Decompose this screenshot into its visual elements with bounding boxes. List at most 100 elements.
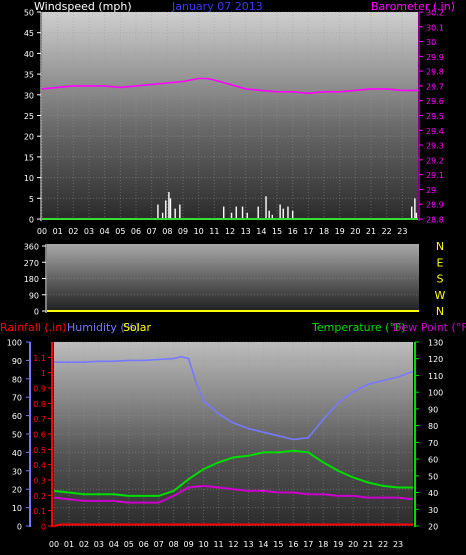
humidity-tick-label: 20 (12, 486, 22, 495)
chart2-tick-label: 0 (34, 308, 39, 317)
temperature-line (53, 449, 413, 497)
dewpoint-line (53, 484, 414, 504)
temperature-tick-label: 50 (428, 472, 438, 481)
rainfall-tick-label: 1 (41, 369, 46, 378)
chart1-right-tick-label: 30.2 (426, 9, 444, 18)
rainfall-tick-label: 0.6 (33, 431, 46, 440)
chart1-right-tick-label: 29.9 (426, 53, 444, 62)
humidity-tick-label: 50 (12, 431, 22, 440)
chart1-x-tick-label: 02 (68, 227, 78, 236)
chart1-right-tick-label: 29.4 (426, 127, 444, 136)
chart-date-title: January 07 2013 (171, 0, 263, 13)
chart1-x-tick-label: 04 (100, 227, 110, 236)
rainfall-tick-label: 0.9 (33, 385, 46, 394)
compass-label: E (437, 256, 444, 269)
chart1-left-tick-label: 5 (29, 195, 34, 204)
rainfall-tick-label: 0.2 (33, 492, 46, 501)
chart1-x-tick-label: 01 (53, 227, 63, 236)
chart3-x-tick-label: 14 (258, 540, 268, 549)
chart3-x-tick-label: 23 (393, 540, 403, 549)
chart1-x-tick-label: 13 (241, 227, 251, 236)
chart1-right-tick-label: 30.1 (426, 23, 444, 32)
chart3-x-tick-label: 12 (228, 540, 238, 549)
barometer-line (41, 77, 418, 95)
chart1-right-tick-label: 29.6 (426, 97, 444, 106)
chart3-x-tick-label: 02 (79, 540, 89, 549)
chart2-tick-label: 270 (24, 259, 39, 268)
chart1-right-tick-label: 29.7 (426, 82, 444, 91)
chart1-left-tick-label: 50 (24, 9, 34, 18)
rainfall-tick-label: 0.7 (33, 415, 46, 424)
humidity-tick-label: 90 (12, 357, 22, 366)
chart3-x-tick-label: 05 (124, 540, 134, 549)
temperature-ticks: 20 30 40 50 60 70 80 90 100 110 120 130 (415, 339, 443, 532)
humidity-tick-label: 70 (12, 394, 22, 403)
windspeed-axis-label: Windspeed (mph) (34, 0, 132, 13)
rainfall-ticks: 0 0.1 0.2 0.3 0.4 0.5 0.6 0.7 0.8 0.9 1 1.1 (33, 354, 52, 532)
chart1-x-tick-label: 21 (366, 227, 376, 236)
chart1-right-tick-label: 29.5 (426, 112, 444, 121)
chart3-x-tick-label: 08 (169, 540, 179, 549)
chart3-x-tick-label: 06 (139, 540, 149, 549)
chart3-x-tick-label: 01 (64, 540, 74, 549)
chart3-x-tick-label: 16 (288, 540, 298, 549)
rainfall-tick-label: 0.8 (33, 400, 46, 409)
chart1-x-tick-label: 12 (225, 227, 235, 236)
chart3-x-tick-label: 19 (333, 540, 343, 549)
chart2-plot-area (47, 244, 419, 312)
temperature-tick-label: 100 (428, 389, 443, 398)
temperature-tick-label: 20 (428, 523, 438, 532)
chart1-x-ticks: 00 01 02 03 04 05 06 07 08 09 10 11 12 13 14 15 16 17 18 19… (37, 227, 408, 236)
solar-axis-label: Solar (123, 321, 152, 334)
chart2-tick-label: 90 (29, 291, 39, 300)
chart1-x-tick-label: 03 (84, 227, 94, 236)
temperature-tick-label: 40 (428, 489, 438, 498)
chart1-x-tick-label: 08 (162, 227, 172, 236)
chart3-x-tick-label: 13 (243, 540, 253, 549)
chart1-x-tick-label: 10 (194, 227, 204, 236)
humidity-tick-label: 0 (17, 523, 22, 532)
chart1-left-tick-label: 30 (24, 91, 34, 100)
rainfall-tick-label: 0.5 (33, 446, 46, 455)
chart3-x-tick-label: 07 (154, 540, 164, 549)
chart1-left-tick-label: 0 (29, 216, 34, 225)
rainfall-tick-label: 0.1 (33, 507, 46, 516)
chart3-x-tick-label: 22 (378, 540, 388, 549)
chart1-x-tick-label: 11 (209, 227, 219, 236)
chart2-tick-label: 180 (24, 275, 39, 284)
barometer-axis-label: Barometer (.in) (371, 0, 455, 13)
temperature-tick-label: 70 (428, 439, 438, 448)
chart3-x-tick-label: 21 (363, 540, 373, 549)
chart1-right-tick-label: 29.2 (426, 156, 444, 165)
humidity-tick-label: 40 (12, 449, 22, 458)
dewpoint-axis-label: Dew Point (°F) (393, 321, 466, 334)
temperature-tick-label: 30 (428, 506, 438, 515)
chart1-left-tick-label: 15 (24, 153, 34, 162)
chart3-x-tick-label: 10 (198, 540, 208, 549)
chart1-x-tick-label: 05 (115, 227, 125, 236)
rainfall-tick-label: 1.1 (33, 354, 46, 363)
rainfall-line (53, 523, 413, 527)
chart1-right-tick-label: 28.9 (426, 201, 444, 210)
humidity-tick-label: 10 (12, 504, 22, 513)
humidity-tick-label: 30 (12, 467, 22, 476)
chart1-right-tick-label: 29 (426, 186, 436, 195)
chart1-x-tick-label: 22 (382, 227, 392, 236)
chart3-x-tick-label: 09 (184, 540, 194, 549)
humidity-tick-label: 100 (7, 339, 22, 348)
temperature-tick-label: 80 (428, 422, 438, 431)
humidity-tick-label: 80 (12, 375, 22, 384)
chart1-left-tick-label: 25 (24, 112, 34, 121)
chart1-x-tick-label: 09 (178, 227, 188, 236)
chart1-left-tick-label: 20 (24, 133, 34, 142)
chart1-x-tick-label: 06 (131, 227, 141, 236)
chart3-x-ticks: 00 01 02 03 04 05 06 07 08 09 10 11 12 13 14 15 16 17 18 19… (49, 540, 403, 549)
compass-label: S (437, 273, 444, 286)
rainfall-axis-label: Rainfall (.in) (0, 321, 67, 334)
chart3-x-tick-label: 15 (273, 540, 283, 549)
chart1-x-tick-label: 19 (335, 227, 345, 236)
